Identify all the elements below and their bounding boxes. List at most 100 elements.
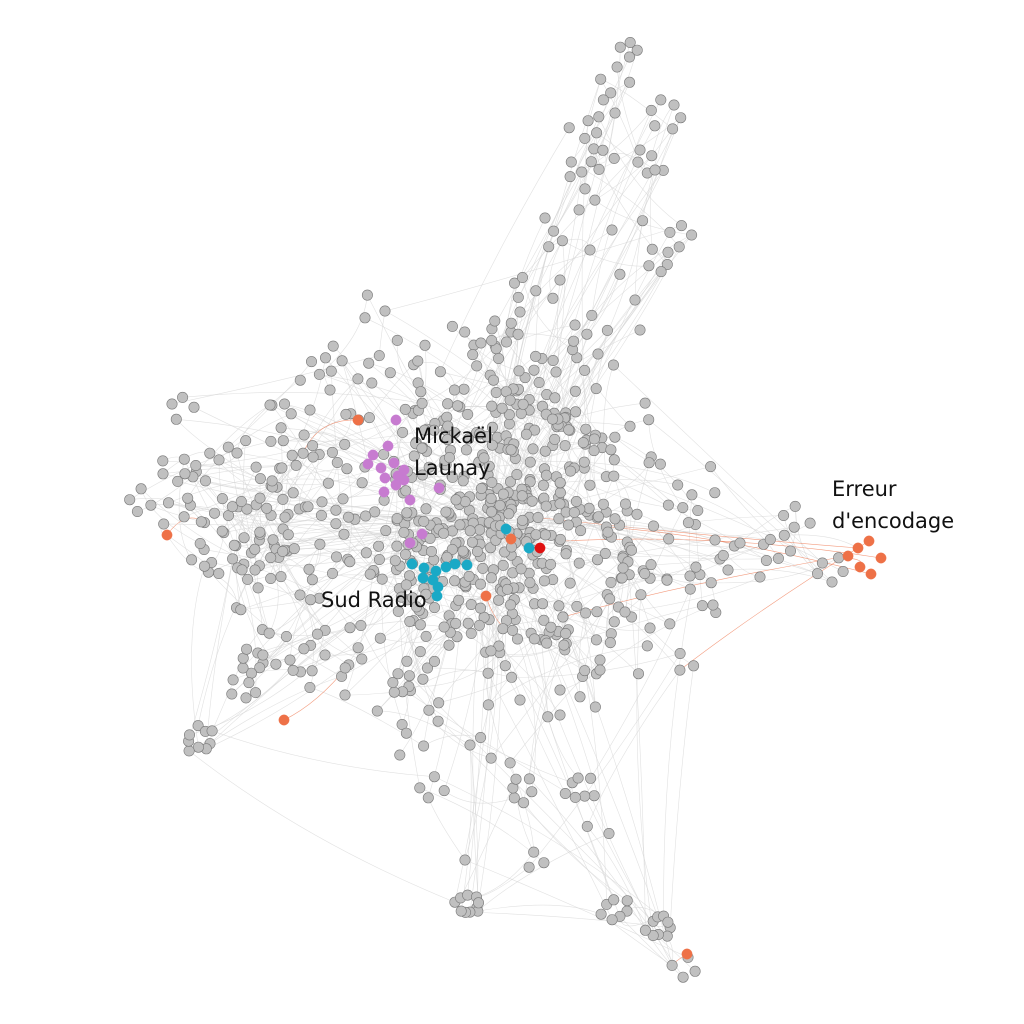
graph-node-mickael-launay (379, 472, 391, 484)
graph-node (379, 305, 391, 317)
graph-node (455, 905, 467, 917)
graph-node (764, 533, 776, 545)
graph-node (305, 594, 317, 606)
graph-node (549, 433, 561, 445)
graph-node (420, 503, 432, 515)
graph-node (608, 470, 620, 482)
graph-node-erreur-encodage (863, 535, 875, 547)
graph-edge (590, 588, 691, 779)
graph-edge (287, 454, 320, 515)
graph-edge (236, 452, 491, 521)
graph-node (267, 534, 279, 546)
graph-edge (390, 372, 428, 430)
graph-node (338, 528, 350, 540)
graph-node (474, 578, 486, 590)
graph-node (594, 664, 606, 676)
graph-node (417, 673, 429, 685)
graph-edge (244, 519, 491, 538)
graph-edge (619, 916, 684, 978)
graph-node (304, 681, 316, 693)
graph-node (306, 574, 318, 586)
graph-edge (319, 374, 425, 431)
graph-node (788, 521, 800, 533)
graph-node (684, 583, 696, 595)
graph-edge (396, 569, 466, 588)
graph-node (124, 494, 136, 506)
graph-node-erreur-encodage (505, 533, 517, 545)
graph-node (463, 570, 475, 582)
graph-edge (168, 478, 261, 504)
graph-edge (442, 112, 616, 421)
graph-node (339, 689, 351, 701)
graph-edge (324, 624, 421, 656)
graph-node (516, 514, 528, 526)
graph-node (631, 44, 643, 56)
graph-node (179, 468, 191, 480)
graph-node (582, 115, 594, 127)
graph-node (594, 654, 606, 666)
graph-edge (488, 645, 648, 706)
graph-node (588, 143, 600, 155)
graph-node (554, 684, 566, 696)
graph-edge (624, 576, 761, 613)
graph-node (448, 384, 460, 396)
graph-edge (481, 519, 517, 780)
graph-node (446, 320, 458, 332)
graph-node (605, 444, 617, 456)
graph-node (593, 111, 605, 123)
graph-node (528, 364, 540, 376)
graph-node (688, 660, 700, 672)
graph-node (420, 630, 432, 642)
graph-node (330, 551, 342, 563)
graph-node (619, 498, 631, 510)
graph-node (581, 328, 593, 340)
graph-edge (312, 574, 412, 581)
graph-node (632, 156, 644, 168)
graph-node (474, 428, 486, 440)
graph-node (170, 413, 182, 425)
graph-node (707, 599, 719, 611)
graph-edge (783, 515, 833, 583)
graph-edge (568, 353, 599, 430)
graph-node (163, 497, 175, 509)
graph-edge (489, 264, 668, 521)
graph-node (508, 792, 520, 804)
graph-node (331, 456, 343, 468)
graph-node (559, 440, 571, 452)
graph-node (428, 655, 440, 667)
graph-node-mickael-launay (404, 494, 416, 506)
graph-node (158, 518, 170, 530)
graph-node (661, 258, 673, 270)
graph-node-mickael-launay (367, 449, 379, 461)
graph-node (637, 215, 649, 227)
graph-node (576, 166, 588, 178)
graph-node (608, 454, 620, 466)
graph-node (486, 476, 498, 488)
graph-edge (288, 534, 374, 573)
graph-node (235, 604, 247, 616)
graph-node (442, 398, 454, 410)
graph-node (595, 908, 607, 920)
graph-edge (562, 240, 649, 267)
graph-node (503, 418, 515, 430)
graph-node (641, 640, 653, 652)
graph-node (540, 469, 552, 481)
graph-node (371, 705, 383, 717)
graph-node (487, 374, 499, 386)
graph-node (760, 554, 772, 566)
graph-node (188, 401, 200, 413)
graph-node (327, 340, 339, 352)
graph-node (414, 646, 426, 658)
graph-node (646, 150, 658, 162)
graph-node (588, 445, 600, 457)
graph-node (227, 674, 239, 686)
graph-edge (489, 128, 673, 521)
graph-node (178, 453, 190, 465)
graph-node (616, 572, 628, 584)
graph-node (550, 366, 562, 378)
graph-node (563, 424, 575, 436)
graph-node (515, 563, 527, 575)
graph-node (486, 400, 498, 412)
graph-node (482, 667, 494, 679)
graph-node (722, 564, 734, 576)
